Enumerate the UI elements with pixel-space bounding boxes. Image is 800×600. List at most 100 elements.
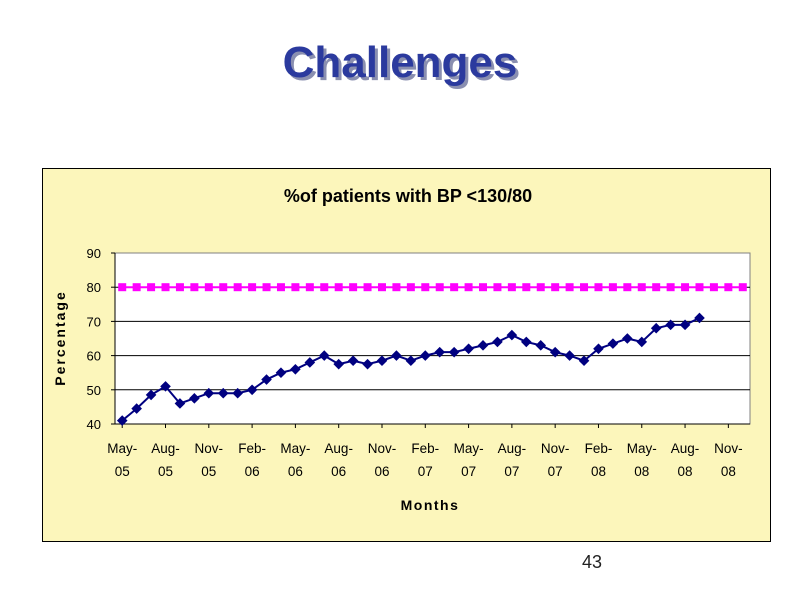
data-point xyxy=(665,319,676,331)
x-tick-label: 08 xyxy=(634,464,649,479)
data-point xyxy=(204,283,213,292)
x-tick-label: 06 xyxy=(288,464,303,479)
data-point xyxy=(160,381,171,392)
data-point xyxy=(334,283,343,292)
x-tick-label: Aug- xyxy=(151,441,180,456)
x-tick-label: Aug- xyxy=(324,441,353,456)
x-tick-label: 07 xyxy=(461,464,476,479)
data-point xyxy=(450,283,459,292)
x-tick-label: 06 xyxy=(374,464,389,479)
data-point xyxy=(463,343,474,355)
data-point xyxy=(132,283,141,292)
data-point xyxy=(622,333,633,344)
x-tick-label: Nov- xyxy=(714,441,743,456)
data-point xyxy=(709,283,718,292)
x-tick-label: 06 xyxy=(245,464,260,479)
y-tick-label: 90 xyxy=(87,246,101,261)
x-tick-label: 07 xyxy=(548,464,563,479)
x-tick-label: 05 xyxy=(201,464,216,479)
data-point xyxy=(421,283,430,292)
y-axis-ticks: 40 50 60 70 80 90 xyxy=(87,246,116,432)
data-point xyxy=(174,398,186,409)
data-point xyxy=(464,283,473,292)
data-point xyxy=(580,283,589,292)
data-point xyxy=(506,329,518,341)
data-point xyxy=(607,338,619,349)
x-tick-label: 08 xyxy=(721,464,736,479)
x-tick-label: Aug- xyxy=(671,441,700,456)
data-point xyxy=(304,357,316,368)
data-point xyxy=(261,374,272,385)
x-tick-label: Aug- xyxy=(498,441,527,456)
data-point xyxy=(333,358,345,370)
data-point xyxy=(262,283,271,292)
data-point xyxy=(290,363,301,375)
data-point xyxy=(246,384,258,396)
data-point xyxy=(565,283,574,292)
data-point xyxy=(535,340,547,351)
data-point xyxy=(623,283,632,292)
data-point xyxy=(650,322,662,334)
data-point xyxy=(695,283,704,292)
data-point xyxy=(666,283,675,292)
data-point xyxy=(435,283,444,292)
data-point xyxy=(190,283,199,292)
x-tick-label: 06 xyxy=(331,464,346,479)
data-point xyxy=(434,346,446,358)
data-point xyxy=(391,350,402,361)
data-point xyxy=(594,283,603,292)
data-point xyxy=(477,340,489,351)
data-point xyxy=(347,355,359,367)
x-tick-label: Nov- xyxy=(541,441,570,456)
data-point xyxy=(320,283,329,292)
chart-area: %of patients with BP <130/80 40 50 60 70 80 9… xyxy=(42,168,771,542)
x-tick-label: May- xyxy=(454,441,484,456)
x-axis-ticks: May- 05 Aug- 05 Nov- 05 Feb- 06 May- 06 Aug- 06 Nov-… xyxy=(107,423,750,479)
data-point xyxy=(694,312,705,324)
data-point xyxy=(608,283,617,292)
data-point xyxy=(131,403,142,414)
chart-title: %of patients with BP <130/80 xyxy=(284,186,532,206)
data-point xyxy=(637,283,646,292)
data-point xyxy=(551,283,560,292)
line-chart: %of patients with BP <130/80 40 50 60 70 80 9… xyxy=(52,186,751,513)
x-tick-label: 08 xyxy=(591,464,606,479)
data-point xyxy=(738,283,747,292)
data-point xyxy=(549,346,561,358)
data-point xyxy=(219,283,228,292)
data-point xyxy=(305,283,314,292)
data-point xyxy=(147,283,156,292)
plot-area xyxy=(114,252,751,425)
x-tick-label: 05 xyxy=(158,464,173,479)
data-point xyxy=(652,283,661,292)
x-tick-label: Nov- xyxy=(195,441,224,456)
data-point xyxy=(145,389,157,401)
data-point xyxy=(448,346,460,358)
x-tick-label: 05 xyxy=(115,464,130,479)
x-tick-label: May- xyxy=(627,441,657,456)
y-tick-label: 60 xyxy=(87,349,101,364)
data-point xyxy=(318,350,330,361)
data-point xyxy=(724,283,733,292)
x-axis-title: Months xyxy=(401,497,460,513)
y-tick-label: 80 xyxy=(87,280,101,295)
data-point xyxy=(233,283,242,292)
data-point xyxy=(520,336,532,348)
x-tick-label: May- xyxy=(107,441,137,456)
data-point xyxy=(419,350,431,361)
x-tick-label: 07 xyxy=(418,464,433,479)
data-point xyxy=(492,336,503,348)
data-point xyxy=(362,358,373,370)
y-tick-label: 50 xyxy=(87,383,101,398)
data-point xyxy=(161,283,170,292)
data-point xyxy=(392,283,401,292)
data-point xyxy=(291,283,300,292)
x-tick-label: Nov- xyxy=(368,441,397,456)
data-point xyxy=(679,319,691,331)
x-tick-label: Feb- xyxy=(411,441,439,456)
data-point xyxy=(275,367,287,379)
x-tick-label: May- xyxy=(280,441,310,456)
y-tick-label: 40 xyxy=(87,417,101,432)
data-point xyxy=(189,393,200,404)
x-tick-label: Feb- xyxy=(585,441,613,456)
